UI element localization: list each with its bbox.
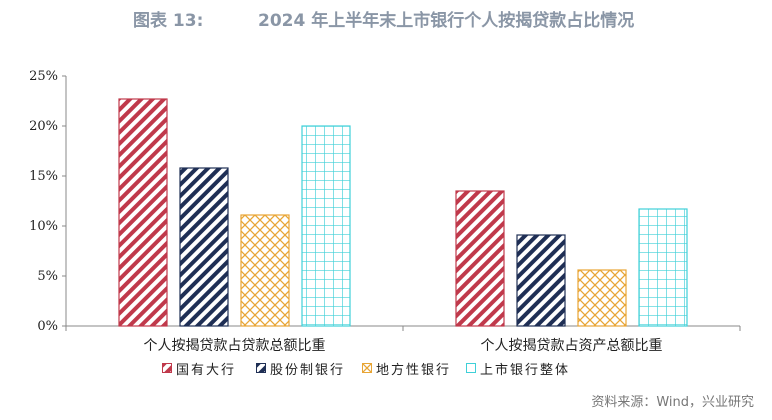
y-tick-label: 5% xyxy=(37,269,58,284)
legend-label-zhengti: 上市银行整体 xyxy=(480,362,571,378)
x-category-label: 个人按揭贷款占贷款总额比重 xyxy=(144,338,326,354)
y-tick-label: 15% xyxy=(29,169,58,184)
bar-1-1 xyxy=(516,234,566,327)
legend-item-zhengti: 上市银行整体 xyxy=(466,358,570,378)
bar-0-2 xyxy=(240,214,290,327)
legend-item-difangxing: 地方性银行 xyxy=(362,358,451,378)
bar-1-0 xyxy=(455,190,505,327)
bar-chart: 0% 5% 10% 15% 20% 25% 个人按揭贷款占贷款总额比重 个人按揭贷款占资产总… xyxy=(29,69,741,354)
chart-title-text: 2024 年上半年末上市银行个人按揭贷款占比情况 xyxy=(258,11,635,31)
x-category-label: 个人按揭贷款占资产总额比重 xyxy=(481,338,663,354)
bar-1-3 xyxy=(638,208,688,327)
y-tick-label: 20% xyxy=(29,119,58,134)
chart-category-labels: 个人按揭贷款占贷款总额比重 个人按揭贷款占资产总额比重 xyxy=(144,338,663,354)
legend-label-gufenzhi: 股份制银行 xyxy=(270,362,346,378)
chart-axes: 0% 5% 10% 15% 20% 25% xyxy=(29,69,741,334)
legend-swatch-guoyou xyxy=(162,363,172,373)
legend-swatch-zhengti xyxy=(466,363,476,373)
chart-bars xyxy=(118,98,688,327)
y-tick-label: 10% xyxy=(29,219,58,234)
chart-legend: 国有大行 股份制银行 地方性银行 上市银行整体 xyxy=(0,358,772,380)
chart-title: 图表 13: 2024 年上半年末上市银行个人按揭贷款占比情况 xyxy=(0,6,772,36)
bar-0-3 xyxy=(301,125,351,327)
legend-swatch-difangxing xyxy=(362,363,372,373)
legend-swatch-gufenzhi xyxy=(256,363,266,373)
legend-item-guoyou: 国有大行 xyxy=(162,358,236,378)
y-tick-label: 0% xyxy=(37,319,58,334)
bar-1-2 xyxy=(577,269,627,327)
legend-label-guoyou: 国有大行 xyxy=(176,362,237,378)
legend-label-difangxing: 地方性银行 xyxy=(376,362,452,378)
bar-0-0 xyxy=(118,98,168,327)
legend-item-gufenzhi: 股份制银行 xyxy=(256,358,345,378)
source-note: 资料来源：Wind，兴业研究 xyxy=(591,395,754,410)
chart-title-label: 图表 13: xyxy=(133,11,204,31)
bar-0-1 xyxy=(179,167,229,327)
y-tick-label: 25% xyxy=(29,69,58,84)
